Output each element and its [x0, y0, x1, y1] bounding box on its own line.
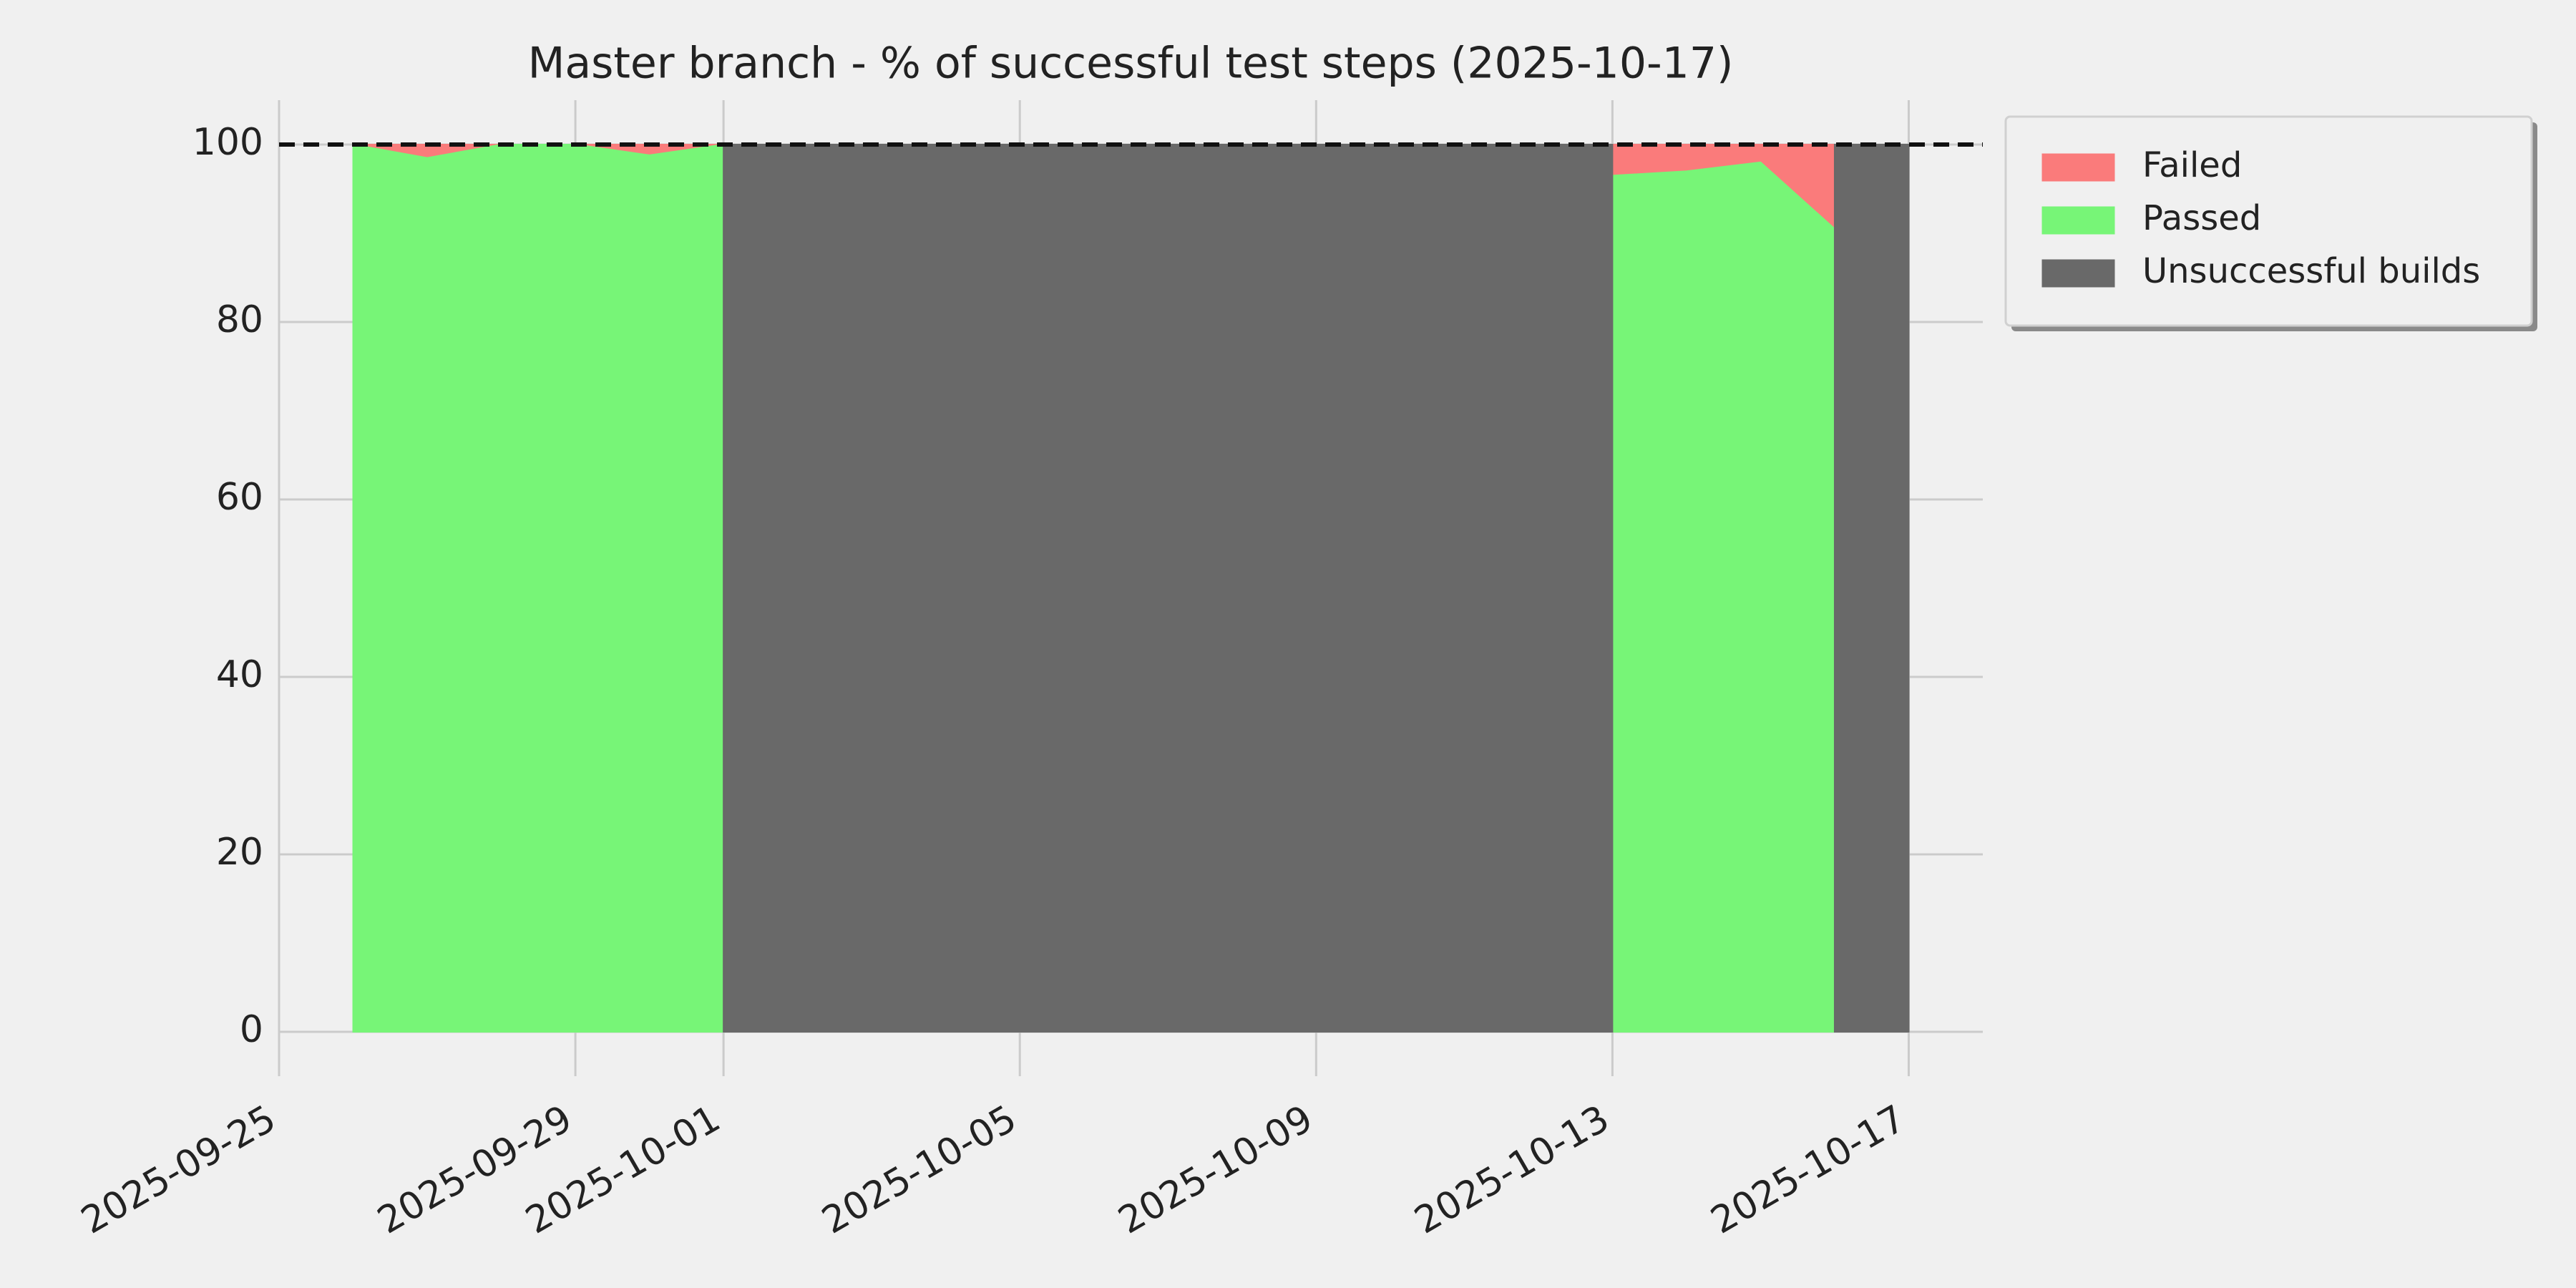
y-tick-label: 20: [216, 831, 263, 874]
legend-swatch: [2041, 259, 2115, 288]
chart-title: Master branch - % of successful test ste…: [528, 39, 1734, 89]
legend-label: Unsuccessful builds: [2142, 251, 2480, 291]
legend-swatch: [2041, 206, 2115, 235]
legend-frame: [2004, 115, 2533, 327]
y-tick-label: 0: [240, 1008, 263, 1051]
y-tick-label: 100: [192, 121, 263, 164]
legend-swatch: [2041, 153, 2115, 182]
legend-label: Passed: [2142, 198, 2261, 238]
y-tick-label: 40: [216, 653, 263, 696]
legend-label: Failed: [2142, 145, 2242, 185]
y-tick-label: 80: [216, 298, 263, 341]
y-tick-label: 60: [216, 476, 263, 519]
